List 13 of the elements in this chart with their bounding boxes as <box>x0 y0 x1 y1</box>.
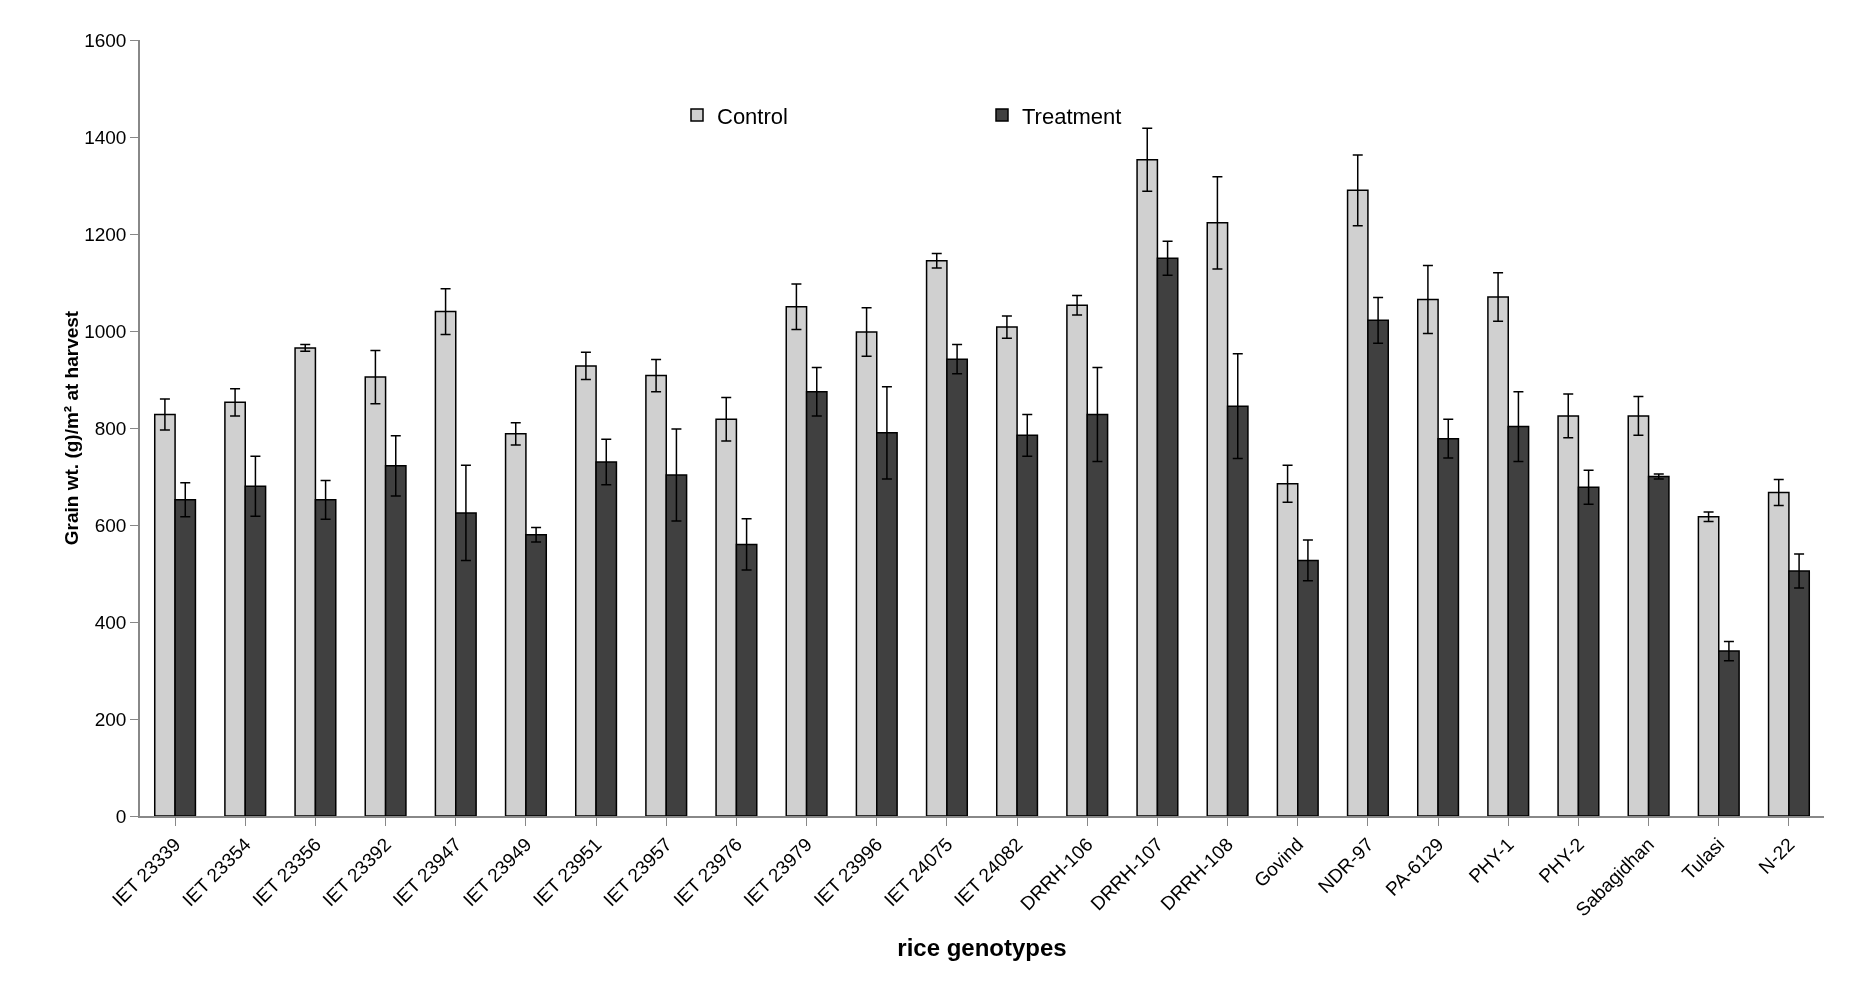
legend-label: Treatment <box>1022 103 1122 129</box>
y-tick-label: 1600 <box>84 29 127 51</box>
y-tick-label: 0 <box>115 805 127 827</box>
legend-label: Control <box>717 103 788 129</box>
y-axis-title: Grain wt. (g)/m² at harvest <box>61 310 83 546</box>
y-tick-label: 400 <box>94 611 127 633</box>
y-tick-label: 1000 <box>84 320 127 342</box>
y-tick-label: 600 <box>94 514 127 536</box>
x-axis-title: rice genotypes <box>897 934 1067 962</box>
y-tick-label: 200 <box>94 708 127 730</box>
y-tick-label: 1400 <box>84 126 127 148</box>
y-tick-label: 1200 <box>84 223 127 245</box>
y-tick-label: 800 <box>94 417 127 439</box>
